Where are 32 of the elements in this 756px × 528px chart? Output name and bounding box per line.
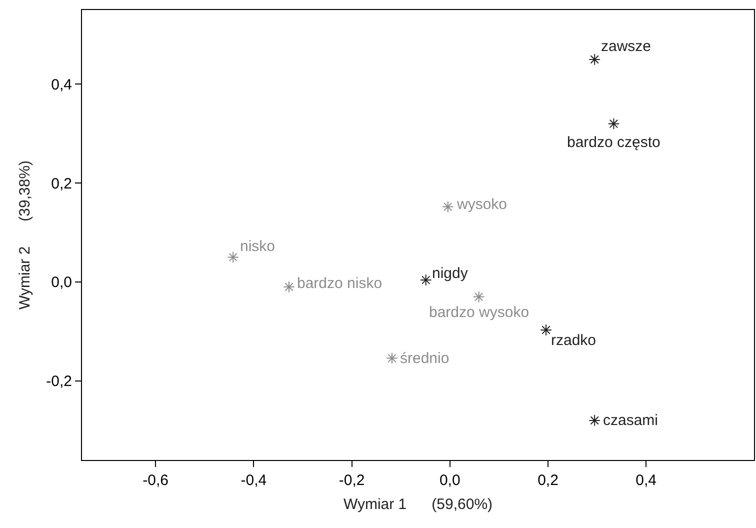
point (588, 414, 600, 426)
annotation: rzadko (551, 332, 596, 349)
x-tick-label: -0,6 (142, 472, 169, 489)
point (386, 352, 398, 364)
annotation: zawsze (601, 38, 652, 55)
y-tick-label: 0,0 (51, 274, 72, 292)
x-axis-title: Wymiar 1 (59,60%) (343, 496, 493, 513)
y-tick-label: -0,2 (46, 373, 72, 390)
annotation: bardzo często (567, 134, 660, 151)
annotation: nigdy (432, 265, 468, 282)
point (540, 324, 552, 336)
annotation: nisko (240, 238, 276, 255)
point (227, 251, 239, 264)
annotation: średnio (400, 350, 450, 367)
x-tick-label: 0,0 (439, 472, 460, 489)
point (608, 118, 620, 130)
y-axis-title: Wymiar 2 (39,38%) (16, 160, 34, 310)
x-tick-label: 0,2 (538, 472, 558, 489)
annotation: wysoko (456, 196, 508, 213)
annotation: bardzo nisko (297, 275, 382, 292)
point (420, 274, 432, 286)
y-tick-label: 0,2 (51, 175, 72, 192)
annotation: bardzo wysoko (429, 304, 530, 321)
annotation: czasami (603, 412, 658, 429)
point (472, 290, 485, 303)
y-tick-label: 0,4 (51, 76, 72, 94)
point (442, 200, 454, 213)
x-tick-label: -0,2 (338, 472, 365, 489)
x-tick-label: 0,4 (636, 472, 657, 489)
point (588, 54, 600, 66)
point (283, 281, 295, 293)
x-tick-label: -0,4 (240, 472, 267, 489)
